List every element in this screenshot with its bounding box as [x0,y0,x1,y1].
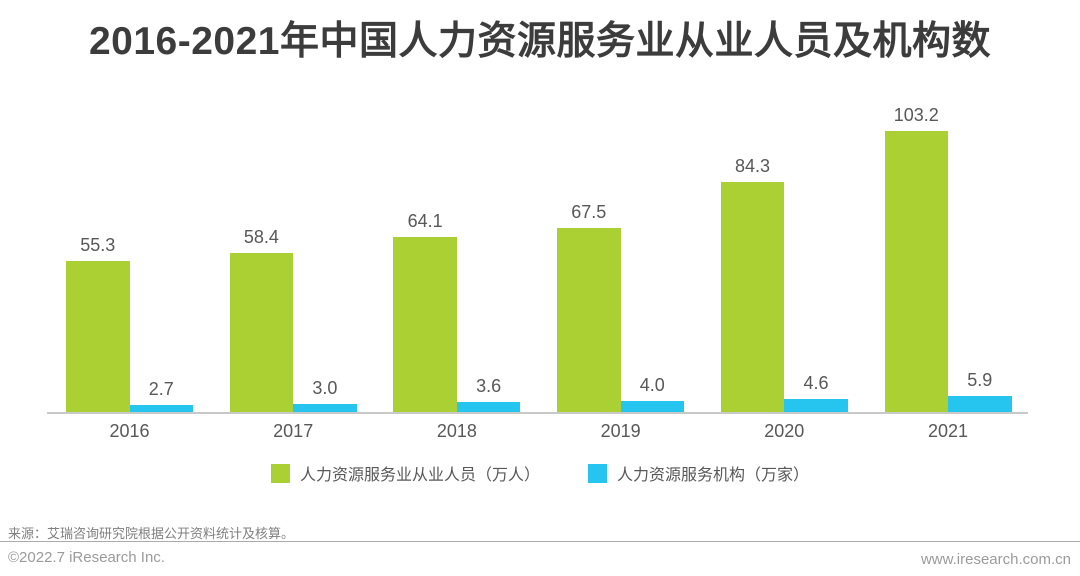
legend-swatch-icon [270,463,290,483]
bar-series2-2018 [456,402,521,412]
bar-series1-2016 [66,261,130,412]
x-axis-label: 2018 [436,421,477,441]
bar-series2-2019 [620,401,685,412]
x-axis-label: 2021 [927,421,969,441]
legend-item-series1: 人力资源服务业从业人员（万人） [270,461,540,485]
bar-value-label: 3.0 [312,378,338,398]
bar-value-label: 103.2 [893,105,939,125]
footer-divider [0,541,1080,542]
bar-value-label: 3.6 [476,376,502,396]
legend-label: 人力资源服务机构（万家） [617,467,810,484]
bar-series2-2016 [129,405,193,412]
bar-series1-2020 [720,182,785,412]
x-axis-label: 2020 [764,421,805,441]
website-link[interactable]: www.iresearch.com.cn [920,551,1071,568]
copyright-text: ©2022.7 iResearch Inc. [8,549,165,566]
bar-series1-2018 [393,237,457,412]
bar-value-label: 4.0 [639,375,665,395]
bar-value-label: 58.4 [243,227,279,247]
bar-series2-2020 [784,399,848,412]
bar-series1-2021 [884,131,948,412]
chart-title: 2016-2021年中国人力资源服务业从业人员及机构数 [88,20,991,63]
x-axis-label: 2019 [600,421,641,441]
bar-value-label: 5.9 [967,370,993,390]
bar-value-label: 64.1 [407,211,443,231]
bar-value-label: 67.5 [571,202,607,222]
legend-item-series2: 人力资源服务机构（万家） [588,461,809,485]
bar-series2-2021 [948,396,1012,412]
legend-swatch-icon [588,463,607,483]
bar-series2-2017 [293,404,357,412]
x-axis-line [47,412,1028,414]
chart-legend: 人力资源服务业从业人员（万人） 人力资源服务机构（万家） [0,461,1080,485]
bar-value-label: 55.3 [80,235,116,255]
bar-value-label: 84.3 [734,156,771,176]
x-axis-label: 2017 [273,421,314,441]
bar-value-label: 4.6 [803,373,829,393]
x-axis-label: 2016 [109,421,150,441]
source-note: 来源：艾瑞咨询研究院根据公开资料统计及核算。 [8,526,295,541]
bar-value-label: 2.7 [148,379,174,399]
bar-series1-2017 [229,253,294,412]
bar-series1-2019 [557,228,621,412]
legend-label: 人力资源服务业从业人员（万人） [299,467,540,484]
